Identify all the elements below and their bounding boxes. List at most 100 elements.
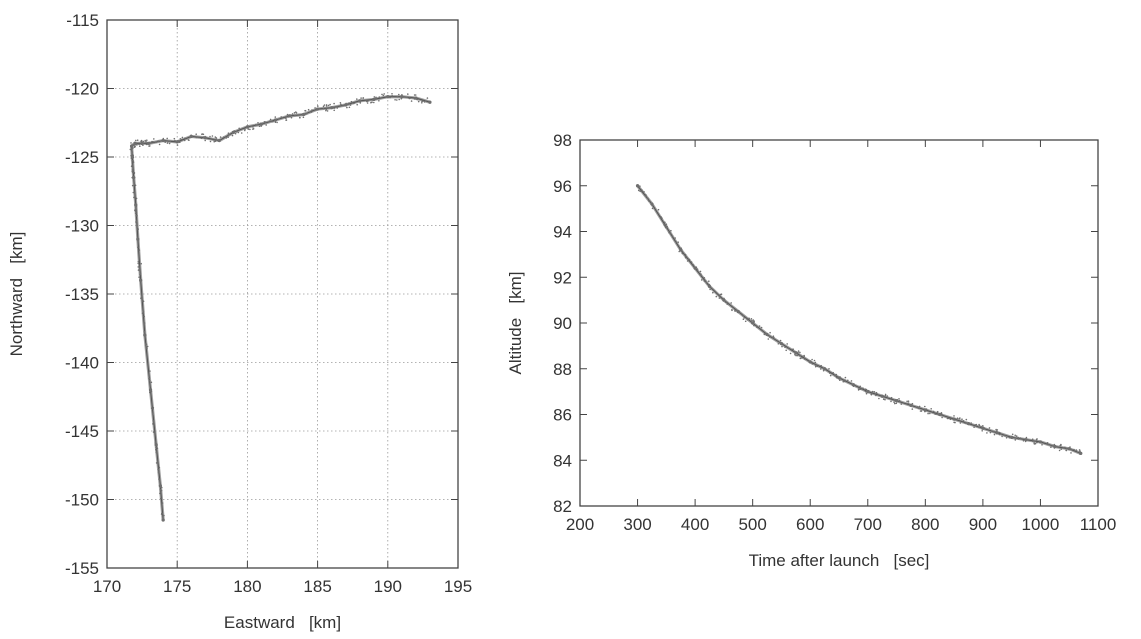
- data-speck: [890, 396, 893, 399]
- data-speck: [144, 139, 146, 142]
- data-speck: [814, 365, 817, 368]
- data-point: [217, 138, 221, 143]
- data-speck: [366, 100, 368, 103]
- data-speck: [657, 208, 660, 211]
- data-speck: [734, 310, 736, 312]
- data-speck: [339, 102, 342, 104]
- data-speck: [1014, 434, 1016, 437]
- data-speck: [1017, 438, 1020, 440]
- data-speck: [949, 418, 952, 421]
- data-speck: [325, 104, 328, 106]
- data-speck: [311, 109, 313, 111]
- data-speck: [836, 376, 839, 379]
- data-speck: [750, 318, 753, 320]
- data-speck: [362, 97, 364, 99]
- y-tick-label: -155: [65, 559, 99, 578]
- data-speck: [173, 137, 176, 140]
- data-speck: [840, 377, 843, 380]
- data-speck: [873, 391, 876, 393]
- data-speck: [349, 104, 352, 106]
- data-speck: [859, 388, 861, 391]
- data-speck: [799, 351, 801, 354]
- data-speck: [893, 401, 895, 404]
- x-tick-label: 1000: [1022, 515, 1060, 534]
- data-speck: [144, 344, 147, 347]
- data-speck: [140, 297, 142, 300]
- data-speck: [158, 478, 160, 481]
- data-speck: [686, 260, 689, 262]
- data-speck: [861, 388, 863, 390]
- data-speck: [953, 415, 955, 417]
- data-speck: [131, 184, 134, 187]
- data-speck: [373, 98, 375, 101]
- series-track-core: [131, 96, 431, 521]
- data-speck: [327, 104, 330, 107]
- data-speck: [1064, 446, 1066, 449]
- data-speck: [975, 423, 978, 426]
- data-speck: [843, 380, 846, 383]
- data-speck: [865, 388, 868, 391]
- data-speck: [895, 402, 898, 405]
- data-speck: [179, 138, 182, 140]
- data-speck: [152, 413, 154, 416]
- data-speck: [177, 139, 179, 142]
- data-speck: [718, 297, 721, 299]
- data-speck: [224, 135, 227, 138]
- data-speck: [142, 310, 145, 313]
- data-speck: [132, 161, 135, 164]
- data-speck: [209, 135, 211, 138]
- data-speck: [138, 249, 141, 251]
- data-speck: [421, 102, 423, 104]
- data-speck: [398, 93, 400, 96]
- data-speck: [645, 195, 647, 197]
- data-speck: [150, 381, 153, 384]
- data-speck: [139, 272, 142, 275]
- data-speck: [276, 121, 278, 124]
- data-speck: [961, 418, 963, 421]
- data-speck: [350, 100, 353, 103]
- data-speck: [839, 379, 841, 382]
- data-speck: [326, 110, 329, 112]
- data-speck: [222, 136, 225, 138]
- data-point: [664, 225, 668, 229]
- data-speck: [684, 256, 687, 259]
- data-speck: [1008, 437, 1011, 439]
- data-speck: [991, 430, 993, 433]
- data-speck: [814, 361, 817, 364]
- data-speck: [159, 140, 162, 142]
- data-speck: [695, 266, 698, 269]
- data-speck: [1076, 451, 1079, 454]
- data-speck: [835, 376, 838, 379]
- data-speck: [795, 354, 797, 357]
- data-speck: [360, 97, 362, 99]
- y-tick-label: 96: [553, 177, 572, 196]
- data-speck: [157, 468, 160, 471]
- data-speck: [278, 118, 280, 120]
- data-speck: [161, 502, 164, 504]
- data-speck: [132, 156, 135, 159]
- x-tick-label: 195: [444, 577, 472, 596]
- data-speck: [647, 200, 650, 202]
- x-tick-label: 900: [969, 515, 997, 534]
- data-speck: [154, 442, 157, 444]
- data-speck: [155, 451, 158, 454]
- y-tick-label: -140: [65, 354, 99, 373]
- data-speck: [340, 103, 342, 106]
- data-speck: [982, 425, 984, 427]
- y-tick-label: -130: [65, 217, 99, 236]
- data-speck: [852, 385, 855, 388]
- x-tick-label: 185: [303, 577, 331, 596]
- data-speck: [799, 355, 802, 357]
- data-speck: [187, 139, 190, 141]
- data-point: [301, 112, 306, 117]
- data-speck: [136, 139, 139, 141]
- data-speck: [906, 400, 908, 403]
- data-speck: [998, 433, 1001, 436]
- data-speck: [959, 422, 962, 424]
- data-speck: [748, 318, 750, 320]
- data-speck: [894, 402, 896, 405]
- data-speck: [138, 276, 140, 279]
- data-speck: [924, 405, 926, 408]
- data-speck: [664, 221, 666, 224]
- data-speck: [195, 133, 197, 135]
